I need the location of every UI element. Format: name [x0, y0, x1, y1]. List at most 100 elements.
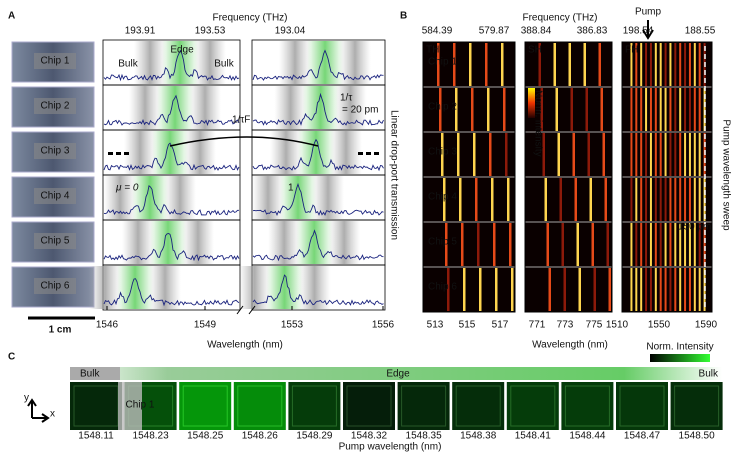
harmonic-line [645, 223, 648, 266]
harmonic-line [630, 223, 633, 266]
harmonic-line [439, 88, 442, 131]
harmonic-line [507, 178, 510, 221]
edge-band [302, 86, 339, 129]
harmonic-line [640, 223, 643, 266]
harmonic-line [684, 43, 687, 86]
harmonic-line [693, 133, 696, 176]
harmonic-line [570, 88, 573, 131]
map-label: SH [528, 45, 542, 56]
harmonic-line [669, 223, 672, 266]
spectrum [103, 233, 240, 262]
fsr-arrow [169, 136, 319, 147]
harmonic-line [645, 88, 648, 131]
harmonic-line [589, 178, 592, 221]
axis-title: Pump wavelength sweep [720, 119, 731, 231]
top-tick-label: 193.04 [275, 26, 306, 37]
harmonic-line [684, 88, 687, 131]
bulk-bar [70, 367, 120, 380]
mode-image [70, 382, 122, 430]
harmonic-line [503, 88, 506, 131]
axis-title: Pump wavelength (nm) [339, 442, 442, 453]
harmonic-line [688, 88, 691, 131]
top-tick-label: 579.87 [479, 26, 510, 37]
harmonic-line [559, 178, 562, 221]
harmonic-line [664, 88, 667, 131]
harmonic-line [509, 223, 512, 266]
x-tick-label: 1546 [96, 320, 119, 331]
top-tick-label: 584.39 [422, 26, 453, 37]
harmonic-line [669, 268, 672, 311]
harmonic-line [630, 268, 633, 311]
x-tick-label: 517 [492, 320, 509, 331]
x-tick-label: 1548.32 [351, 431, 388, 442]
chip-label-box [34, 278, 76, 294]
top-tick-label: 193.91 [125, 26, 156, 37]
harmonic-line [576, 223, 579, 266]
harmonic-line [441, 133, 444, 176]
chip-label: Chip 2 [41, 101, 70, 112]
x-tick-label: 1548.25 [187, 431, 224, 442]
chip-label: Chip 1 [428, 57, 457, 68]
harmonic-line [679, 223, 682, 266]
x-tick-label: 515 [459, 320, 476, 331]
harmonic-line [669, 43, 672, 86]
dash [116, 152, 121, 155]
panel-label: A [8, 11, 15, 22]
spectrum [252, 229, 384, 262]
axis-break [236, 305, 244, 315]
harmonic-line [654, 268, 657, 311]
panel-label: C [8, 352, 15, 363]
harmonic-line [645, 43, 648, 86]
annotation: Bulk [699, 369, 719, 380]
harmonic-line [693, 43, 696, 86]
harmonic-line [635, 223, 638, 266]
map-frame [524, 41, 613, 313]
spectrum [252, 92, 384, 126]
harmonic-line [463, 268, 466, 311]
harmonic-line [688, 178, 691, 221]
harmonic-line [654, 43, 657, 86]
harmonic-line [598, 43, 601, 86]
harmonic-line [688, 268, 691, 311]
annotation: μ = 0 [115, 183, 139, 194]
x-tick-label: 771 [529, 320, 546, 331]
harmonic-line [538, 43, 541, 86]
spectrum [252, 274, 384, 306]
harmonic-line [693, 88, 696, 131]
harmonic-line [574, 178, 577, 221]
x-tick-label: 1548.11 [78, 431, 114, 442]
x-tick-label: 513 [427, 320, 444, 331]
harmonic-line [443, 178, 446, 221]
x-tick-label: 773 [557, 320, 574, 331]
harmonic-line [600, 88, 603, 131]
chip-label: Chip 1 [41, 56, 70, 67]
harmonic-line [679, 268, 682, 311]
chip-label: Chip 4 [428, 192, 457, 203]
harmonic-line [698, 88, 701, 131]
harmonic-line [591, 223, 594, 266]
mode-highlight [510, 385, 556, 427]
harmonic-line [487, 88, 490, 131]
x-tick-label: 1590 [695, 320, 718, 331]
top-tick-label: 388.84 [521, 26, 552, 37]
chip-label: Chip 5 [428, 237, 457, 248]
harmonic-line [649, 133, 652, 176]
harmonic-line [698, 268, 701, 311]
top-tick-label: 193.53 [195, 26, 226, 37]
harmonic-line [679, 88, 682, 131]
mode-highlight [674, 385, 720, 427]
harmonic-line [578, 268, 581, 311]
chip-overlay [118, 382, 142, 430]
annotation: Edge [170, 45, 194, 56]
axis-icon-label: x [50, 409, 55, 420]
harmonic-line [664, 133, 667, 176]
harmonic-line [645, 178, 648, 221]
harmonic-line [674, 268, 677, 311]
mode-image [397, 382, 450, 430]
harmonic-line [635, 43, 638, 86]
chip-label: Chip 3 [41, 146, 70, 157]
harmonic-line [485, 43, 488, 86]
edge-band [266, 266, 303, 309]
harmonic-line [688, 223, 691, 266]
